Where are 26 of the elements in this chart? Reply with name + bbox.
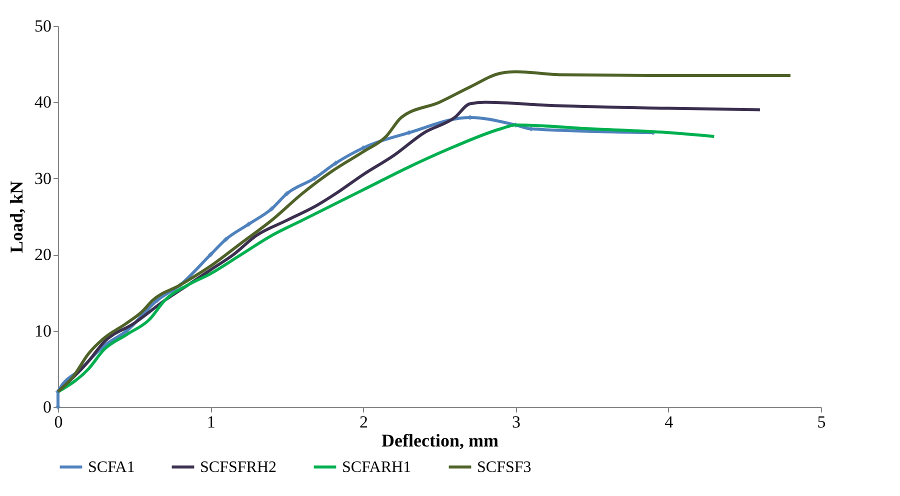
point (208, 252, 214, 258)
x-tick-label: 3 (512, 412, 521, 432)
legend-label: SCFSF3 (477, 459, 532, 476)
point (268, 206, 274, 212)
legend-label: SCFSFRH2 (200, 459, 276, 476)
y-tick-label: 30 (34, 168, 52, 188)
x-tick-label: 2 (359, 412, 368, 432)
x-axis-title: Deflection, mm (382, 430, 498, 450)
y-tick-label: 50 (34, 16, 52, 36)
point (223, 236, 229, 242)
y-tick-label: 20 (34, 245, 52, 264)
point (360, 145, 366, 151)
point (246, 221, 252, 227)
x-tick-label: 0 (54, 412, 63, 432)
point (312, 176, 318, 182)
y-tick-label: 40 (34, 92, 52, 112)
legend-label: SCFARH1 (342, 459, 412, 476)
point (284, 190, 290, 196)
y-axis-title: Load, kN (6, 180, 26, 254)
point (332, 160, 338, 166)
y-tick-label: 10 (34, 321, 52, 340)
legend-label: SCFA1 (88, 459, 135, 476)
x-tick-label: 5 (817, 412, 826, 432)
x-tick-label: 1 (206, 412, 216, 432)
x-tick-label: 4 (664, 412, 674, 432)
y-tick-label: 0 (43, 398, 52, 416)
